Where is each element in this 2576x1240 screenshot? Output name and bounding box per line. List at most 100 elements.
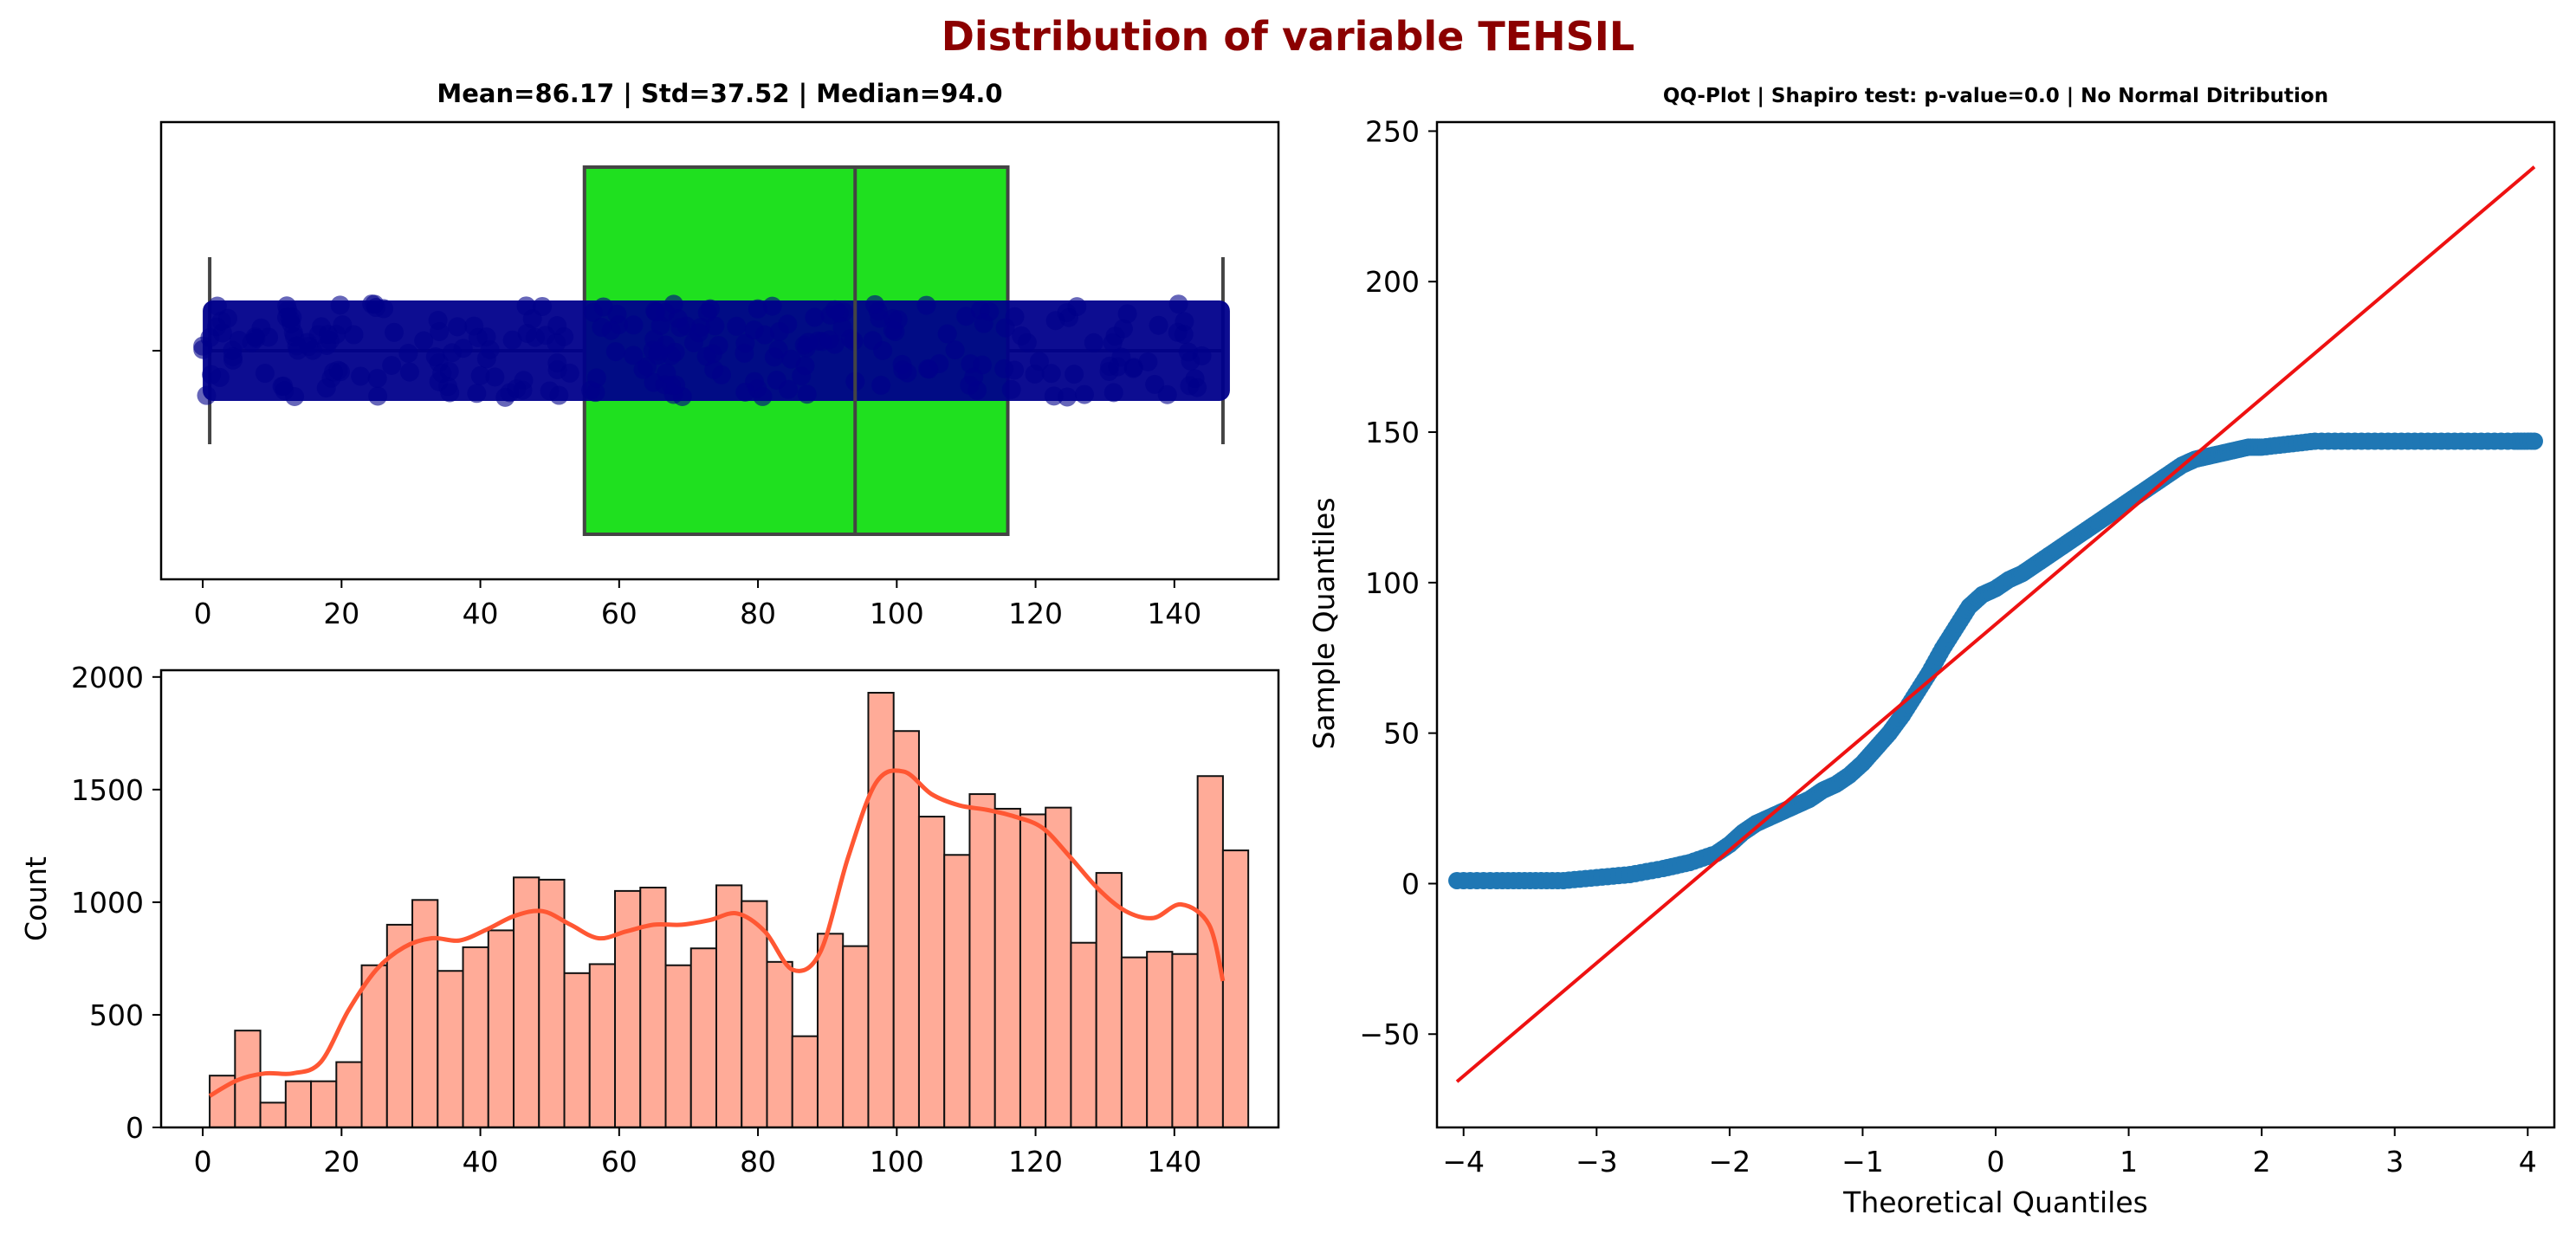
strip-point bbox=[764, 347, 784, 367]
strip-point bbox=[748, 299, 767, 319]
histogram-x-axis: 0 20 40 60 80 100 120 140 bbox=[194, 1127, 1201, 1179]
histogram-bar bbox=[563, 972, 591, 1128]
strip-point bbox=[285, 386, 305, 406]
histogram-x-tick-label: 20 bbox=[323, 1145, 359, 1179]
qq-x-tick-label: 3 bbox=[2385, 1145, 2404, 1179]
strip-point bbox=[368, 386, 388, 406]
strip-point bbox=[1123, 358, 1143, 378]
histogram-bar bbox=[664, 964, 692, 1128]
histogram-y-tick-label: 1000 bbox=[71, 886, 144, 920]
strip-point bbox=[1074, 384, 1094, 404]
boxplot-x-tick-label: 100 bbox=[870, 597, 924, 630]
strip-point bbox=[1168, 322, 1188, 342]
histogram-bar bbox=[943, 854, 971, 1128]
qq-y-tick-label: −50 bbox=[1359, 1017, 1420, 1051]
strip-point bbox=[735, 382, 755, 402]
strip-point bbox=[276, 307, 296, 327]
strip-point bbox=[648, 346, 668, 365]
boxplot-x-tick-label: 60 bbox=[601, 597, 638, 630]
histogram-bar bbox=[1146, 951, 1174, 1129]
boxplot-x-tick-label: 80 bbox=[740, 597, 776, 630]
strip-point bbox=[365, 294, 385, 314]
strip-point bbox=[1104, 383, 1123, 403]
strip-point bbox=[1044, 386, 1064, 406]
qq-x-tick-label: −4 bbox=[1442, 1145, 1485, 1179]
strip-point bbox=[197, 385, 217, 405]
qq-plot-y-axis: −50 0 50 100 150 200 250 bbox=[1359, 114, 1437, 1051]
qq-y-tick-label: 0 bbox=[1401, 867, 1420, 901]
strip-point bbox=[428, 310, 448, 330]
strip-point bbox=[1012, 326, 1032, 346]
strip-point bbox=[398, 343, 418, 363]
strip-point bbox=[448, 317, 468, 337]
boxplot-x-tick-label: 140 bbox=[1147, 597, 1201, 630]
qq-x-tick-label: −1 bbox=[1841, 1145, 1884, 1179]
histogram-bar bbox=[892, 730, 920, 1129]
histogram-bar bbox=[1120, 956, 1149, 1128]
strip-point bbox=[513, 380, 533, 400]
strip-point bbox=[825, 334, 845, 354]
strip-point bbox=[467, 384, 487, 404]
boxplot-panel: Mean=86.17 | Std=37.52 | Median=94.0 0 20… bbox=[152, 79, 1280, 630]
strip-point bbox=[251, 318, 271, 338]
strip-point bbox=[832, 317, 852, 337]
figure-title: Distribution of variable TEHSIL bbox=[942, 13, 1635, 60]
strip-point bbox=[382, 356, 402, 376]
strip-point bbox=[1084, 333, 1104, 352]
histogram-y-tick-label: 1500 bbox=[71, 773, 144, 807]
strip-point bbox=[960, 375, 980, 395]
histogram-x-tick-label: 100 bbox=[870, 1145, 924, 1179]
strip-point bbox=[385, 322, 405, 342]
strip-point bbox=[316, 378, 336, 398]
strip-point bbox=[210, 367, 230, 387]
histogram-bar bbox=[816, 933, 845, 1129]
strip-point bbox=[665, 342, 685, 362]
boxplot-x-tick-label: 40 bbox=[463, 597, 499, 630]
strip-point bbox=[624, 346, 644, 365]
strip-point bbox=[549, 385, 569, 405]
strip-point bbox=[1057, 303, 1077, 323]
strip-point bbox=[1105, 326, 1125, 346]
strip-point bbox=[863, 331, 883, 351]
qq-plot-content bbox=[1448, 165, 2543, 1083]
strip-point bbox=[223, 346, 243, 366]
strip-point bbox=[703, 344, 723, 364]
strip-point bbox=[1188, 378, 1207, 397]
qq-x-tick-label: 1 bbox=[2120, 1145, 2138, 1179]
histogram-x-tick-label: 80 bbox=[740, 1145, 776, 1179]
strip-point bbox=[956, 307, 976, 326]
histogram-x-tick-label: 0 bbox=[194, 1145, 212, 1179]
boxplot-x-tick-label: 20 bbox=[323, 597, 359, 630]
strip-point bbox=[805, 307, 825, 327]
kde-curve bbox=[208, 768, 1226, 1098]
qq-x-tick-label: 2 bbox=[2253, 1145, 2271, 1179]
histogram-bar bbox=[588, 963, 617, 1129]
strip-point bbox=[893, 360, 913, 380]
strip-point bbox=[945, 340, 965, 360]
strip-point bbox=[517, 323, 537, 343]
strip-point bbox=[820, 305, 840, 325]
histogram-bar bbox=[715, 884, 743, 1129]
boxplot-title: Mean=86.17 | Std=37.52 | Median=94.0 bbox=[437, 79, 1002, 108]
strip-point bbox=[1041, 364, 1061, 384]
histogram-bar bbox=[791, 1035, 819, 1129]
strip-point bbox=[1025, 365, 1045, 384]
strip-point bbox=[753, 386, 773, 406]
histogram-bar bbox=[487, 929, 515, 1129]
histogram-bar bbox=[1095, 872, 1123, 1128]
strip-point bbox=[414, 331, 434, 351]
strip-point bbox=[797, 384, 817, 404]
histogram-y-tick-label: 500 bbox=[89, 998, 144, 1032]
qq-plot-title: QQ-Plot | Shapiro test: p-value=0.0 | No… bbox=[1663, 85, 2328, 107]
histogram-bar bbox=[1171, 953, 1199, 1128]
boxplot-x-tick-label: 120 bbox=[1008, 597, 1063, 630]
strip-point bbox=[1149, 315, 1168, 335]
boxplot-x-tick-label: 0 bbox=[194, 597, 212, 630]
histogram-y-tick-label: 2000 bbox=[71, 661, 144, 694]
strip-point bbox=[666, 375, 686, 395]
strip-point bbox=[193, 336, 213, 356]
histogram-frame bbox=[159, 668, 1280, 1129]
strip-point bbox=[711, 365, 731, 384]
strip-point bbox=[502, 330, 522, 350]
